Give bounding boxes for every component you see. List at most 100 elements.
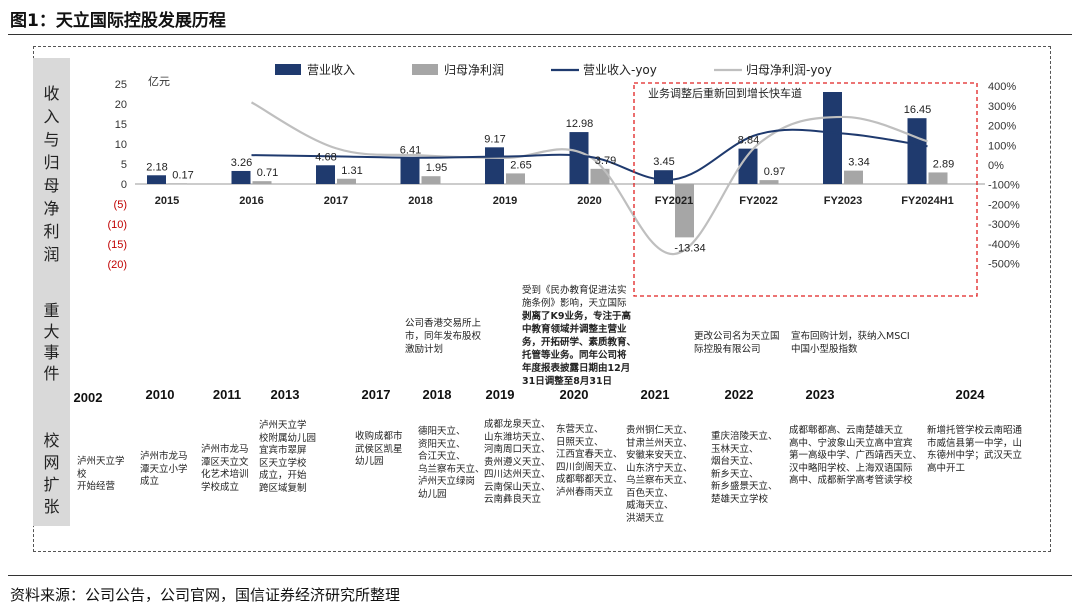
text-line: 泸州市龙马 [201, 444, 249, 455]
text-line: 汉中略阳学校、上海双语国际 [789, 462, 913, 474]
row-label-char: 校 [43, 431, 60, 450]
row-label-char: 润 [43, 245, 60, 264]
legend-label: 归母净利润-yoy [746, 63, 832, 77]
text-line: 更改公司名为天立国 [694, 331, 780, 342]
net-profit-data-label: 0.71 [257, 167, 278, 179]
revenue-data-label: 9.17 [484, 133, 505, 145]
campus-expansion-note: 德阳天立、 资阳天立、 合江天立、 乌兰察布天立、 泸州天立绿岗 幼儿园 [418, 426, 485, 501]
y-right-tick-label: 100% [988, 140, 1016, 152]
event-note: 公司香港交易所上 市，同年发布股权 激励计划 [405, 317, 525, 356]
row-label-char: 件 [43, 364, 60, 383]
text-line: 乌兰察布天立、 [626, 475, 693, 486]
revenue-bar [569, 132, 589, 184]
y-right-tick-label: -100% [988, 180, 1020, 192]
timeline-year: 2010 [145, 387, 175, 402]
timeline-year: 2018 [422, 387, 452, 402]
text-line: 剥离了K9业务，专注于高 [522, 311, 631, 322]
y-left-tick-label: (15) [107, 239, 127, 251]
net-profit-bar [675, 184, 694, 238]
row-label-char: 大 [43, 322, 60, 341]
text-line: 幼儿园 [418, 488, 447, 500]
x-tick-label: 2017 [324, 195, 348, 207]
net-profit-bar [168, 183, 187, 185]
text-line: 收购成都市 [355, 431, 403, 442]
text-line: 宜宾市翠屏 [259, 445, 307, 456]
campus-expansion-note: 收购成都市 武侯区凯星 幼儿园 [355, 431, 403, 469]
legend-label: 归母净利润 [444, 63, 504, 77]
revenue-data-label: 6.41 [400, 144, 421, 156]
text-line: 河南周口天立、 [484, 444, 551, 455]
timeline-year: 2024 [955, 387, 985, 402]
text-line: 潭区天立文 [201, 456, 249, 468]
y-right-tick-label: -500% [988, 259, 1020, 271]
revenue-data-label: 3.45 [653, 156, 674, 168]
x-tick-label: 2020 [577, 195, 601, 207]
net-profit-data-label: 2.89 [933, 158, 954, 170]
row-label-char: 重 [43, 301, 60, 320]
text-line: 乌兰察布天立、 [418, 463, 485, 475]
campus-expansion-note: 东营天立、 日照天立、 江西宜春天立、 四川剑阁天立、 成都郫都天立、 泸州春雨天立 [556, 424, 623, 499]
text-line: 烟台天立、 [711, 456, 759, 467]
net-profit-bar [928, 172, 948, 184]
text-line: 开始经营 [77, 481, 116, 492]
text-line: 成立，开始 [259, 470, 307, 481]
text-line: 成都郫都高、云南楚雄天立 [789, 425, 904, 436]
highlight-box [633, 82, 978, 297]
title-divider [8, 34, 1072, 35]
revenue-bar [400, 158, 420, 184]
revenue-data-label: 4.68 [315, 151, 336, 163]
text-line: 高中、成都新学高考管读学校 [789, 475, 913, 486]
y-right-tick-label: 400% [988, 81, 1016, 93]
text-line: 四川达州天立、 [484, 469, 551, 480]
text-line: 高中、宁波象山天立高中宜宾 [789, 437, 913, 449]
text-line: 四川剑阁天立、 [556, 461, 623, 473]
text-line: 贵州遵义天立、 [484, 456, 551, 468]
x-tick-label: FY2023 [824, 195, 863, 207]
net-profit-data-label: 0.17 [172, 169, 193, 181]
text-line: 洪湖天立 [626, 512, 665, 524]
text-line: 玉林天立、 [711, 443, 759, 455]
x-tick-label: FY2021 [655, 195, 694, 207]
text-line: 新乡盛景天立、 [711, 481, 778, 492]
net-profit-data-label: 0.97 [764, 166, 785, 178]
net-profit-yoy-line [250, 101, 928, 256]
net-profit-bar [590, 168, 610, 184]
text-line: 云南彝良天立 [484, 494, 542, 505]
legend-label: 营业收入-yoy [583, 63, 657, 77]
row-label-char: 母 [43, 176, 60, 195]
net-profit-bar [844, 170, 863, 184]
text-line: 成立 [140, 476, 160, 487]
revenue-data-label: 12.98 [566, 118, 594, 130]
legend-swatch [275, 64, 301, 75]
x-tick-label: 2015 [155, 195, 179, 207]
revenue-data-label: 16.45 [904, 104, 932, 116]
text-line: 潭天立小学 [140, 463, 188, 475]
y-left-tick-label: 25 [115, 79, 127, 91]
text-line: 德阳天立、 [418, 426, 466, 437]
text-line: 成都郫都天立、 [556, 474, 623, 485]
row-label-char: 事 [43, 343, 60, 362]
source-divider [8, 575, 1072, 576]
x-tick-label: 2019 [493, 195, 517, 207]
revenue-data-label: 8.84 [738, 135, 759, 147]
text-line: 山东济宁天立、 [626, 462, 693, 474]
text-line: 资阳天立、 [418, 438, 466, 450]
y-left-tick-label: 5 [121, 159, 127, 171]
net-profit-bar [421, 176, 441, 184]
text-line: 化艺术培训 [201, 469, 249, 480]
y-left-tick-label: (20) [107, 259, 127, 271]
row-label-char: 净 [43, 199, 60, 218]
text-line: 市威信县第一中学，山 [927, 437, 1023, 449]
net-profit-bar [759, 180, 779, 184]
net-profit-bar [506, 173, 525, 184]
text-line: 云南保山天立、 [484, 481, 551, 493]
revenue-bar [738, 148, 758, 184]
row-label-char: 张 [43, 497, 60, 516]
net-profit-data-label: 3.34 [848, 157, 869, 169]
campus-expansion-note: 泸州天立学校开始经营 [77, 456, 125, 494]
campus-expansion-note: 泸州市龙马 潭区天立文 化艺术培训 学校成立 [201, 444, 249, 494]
timeline-year: 2017 [361, 387, 391, 402]
timeline-year: 2022 [724, 387, 754, 402]
text-line: 威海天立、 [626, 500, 674, 511]
